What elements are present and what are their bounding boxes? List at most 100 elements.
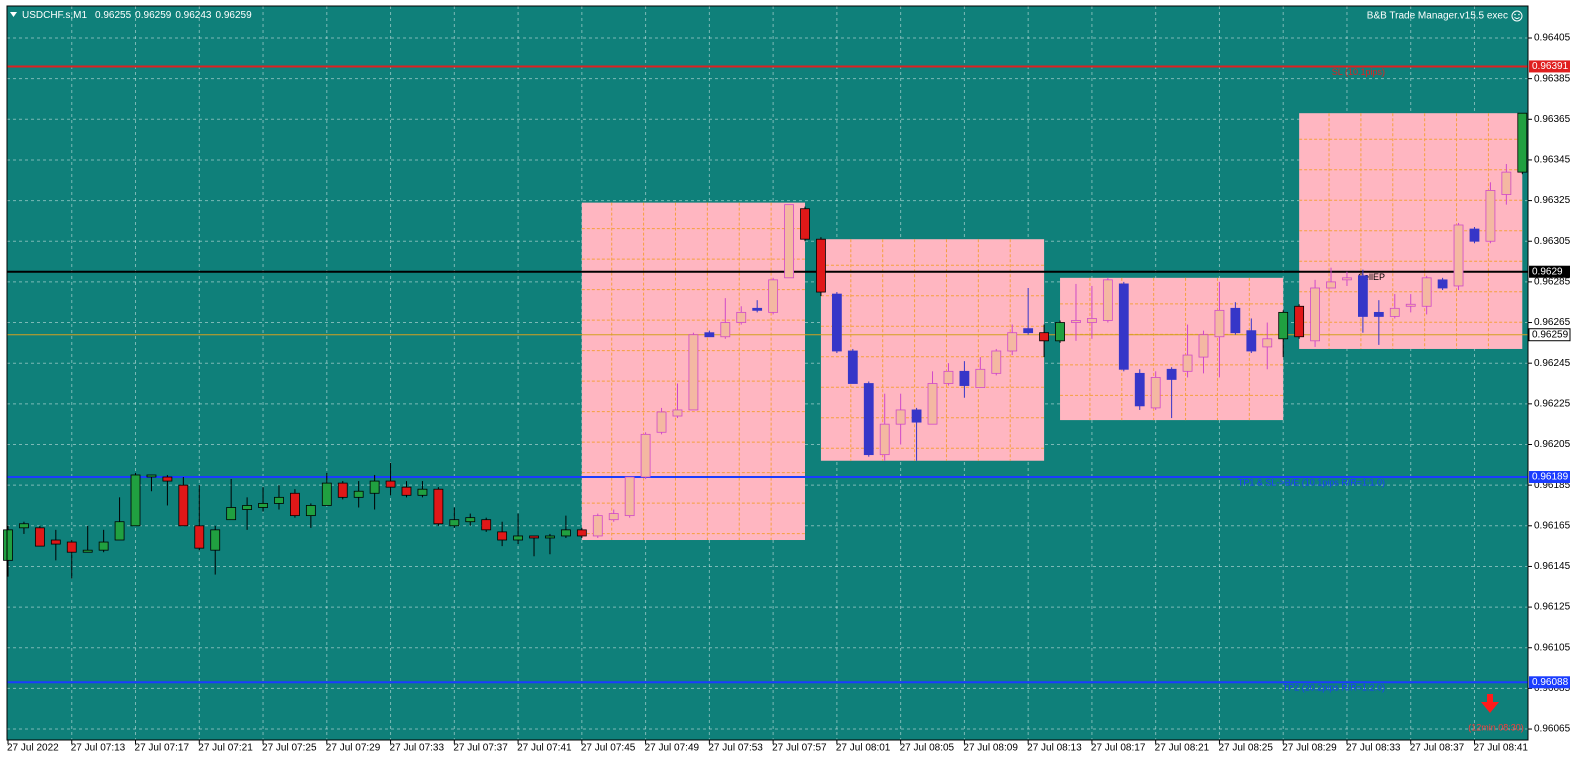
header-price: 0.96243: [175, 10, 212, 21]
candle-body: [274, 496, 284, 504]
candle-body: [321, 482, 332, 506]
x-tick-label: 27 Jul 08:09: [963, 743, 1018, 754]
x-tick-label: 27 Jul 08:13: [1027, 743, 1082, 754]
x-tick-label: 27 Jul 08:17: [1091, 743, 1146, 754]
candle-body: [1421, 277, 1432, 307]
candle-body: [178, 484, 189, 527]
candle-body: [1246, 330, 1257, 352]
x-tick-label: 27 Jul 08:01: [836, 743, 891, 754]
x-tick-label: 27 Jul 08:29: [1282, 743, 1337, 754]
candle-body: [1517, 112, 1528, 173]
symbol: USDCHF.s,M1: [22, 10, 87, 21]
candle-body: [353, 490, 364, 498]
candle-body: [720, 322, 731, 338]
candle-body: [624, 476, 635, 517]
price-tag-label: 0.96088: [1532, 677, 1569, 688]
candle-body: [1023, 328, 1034, 334]
candle-body: [1294, 305, 1305, 338]
y-tick-label: 0.96245: [1534, 358, 1571, 369]
candle-body: [1055, 322, 1065, 342]
candle-body: [608, 513, 619, 521]
y-tick-label: 0.96205: [1534, 439, 1571, 450]
candle-body: [3, 529, 13, 561]
candle-body: [1310, 287, 1320, 342]
y-tick-label: 0.96325: [1534, 195, 1571, 206]
candle-body: [258, 503, 268, 508]
x-tick-label: 27 Jul 08:33: [1346, 743, 1401, 754]
price-tag: [1529, 60, 1570, 73]
candle-body: [194, 525, 205, 549]
candle-body: [640, 433, 651, 478]
y-tick-label: 0.96365: [1534, 114, 1571, 125]
header-price: 0.96259: [215, 10, 252, 21]
candle-body: [417, 488, 428, 496]
candle-body: [19, 523, 29, 529]
levels: SL (10.1pips) SellEP TP1 & SL->B/E (10.1pi…: [7, 65, 1528, 693]
candle-body: [911, 409, 922, 423]
candle-body: [82, 549, 93, 553]
y-tick-label: 0.96305: [1534, 236, 1571, 247]
y-tick-label: 0.96185: [1534, 480, 1571, 491]
candle-body: [1405, 303, 1416, 307]
candle-body: [895, 409, 906, 425]
x-tick-label: 27 Jul 08:25: [1218, 743, 1273, 754]
y-tick-label: 0.96285: [1534, 277, 1571, 288]
candle-body: [991, 350, 1002, 374]
x-tick-label: 27 Jul 07:45: [581, 743, 636, 754]
level-label: SellEP: [1358, 272, 1385, 282]
candle-body: [752, 307, 763, 311]
candle-body: [736, 311, 747, 323]
candle-body: [1453, 224, 1464, 287]
x-tick-label: 27 Jul 08:05: [900, 743, 955, 754]
candle-body: [800, 208, 810, 240]
down-arrow: [1481, 694, 1499, 713]
candle-body: [146, 474, 157, 478]
candle-body: [545, 535, 555, 539]
level-label: TP1 & SL->B/E (10.1pips R/R=1:1.0): [1238, 477, 1385, 487]
candle-body: [1102, 279, 1113, 321]
candle-body: [1485, 190, 1496, 242]
y-tick-label: 0.96225: [1534, 398, 1571, 409]
y-tick-label: 0.96145: [1534, 561, 1571, 572]
menu-triangle: [10, 12, 17, 17]
candle-body: [1230, 307, 1241, 334]
candle-body: [1118, 283, 1129, 370]
candle-body: [784, 204, 794, 279]
y-tick-label: 0.96405: [1534, 33, 1571, 44]
candle-body: [98, 541, 109, 551]
y-tick-label: 0.96345: [1534, 155, 1571, 166]
level-label: TP2 (20.2pips R/R=1:2.0): [1283, 683, 1385, 693]
x-tick-label: 27 Jul 08:41: [1473, 743, 1528, 754]
header-price: 0.96259: [135, 10, 172, 21]
candle-body: [369, 480, 380, 494]
candle-body: [592, 515, 603, 537]
candle-body: [401, 486, 412, 496]
countdown: (12min 08:30): [1468, 722, 1524, 732]
y-tick-label: 0.96165: [1534, 520, 1571, 531]
plot-frame: [6, 5, 1529, 741]
bid-tag-label: 0.96259: [1532, 329, 1569, 340]
candle-body: [1278, 311, 1289, 340]
tool-name: B&B Trade Manager.v15.5 exec: [1367, 11, 1508, 22]
candle-body: [1358, 275, 1368, 317]
candle-body: [114, 521, 125, 541]
candle-body: [162, 476, 173, 482]
candle-body: [1437, 279, 1448, 289]
price-tag-label: 0.9629: [1532, 266, 1563, 277]
candle-body: [1214, 309, 1225, 338]
price-tag: [1529, 676, 1570, 689]
y-tick-label: 0.96085: [1534, 683, 1571, 694]
level-label: SL (10.1pips): [1332, 67, 1385, 77]
candles: [3, 112, 1528, 579]
candle-body: [305, 505, 316, 517]
candle-body: [337, 482, 348, 498]
price-tag-label: 0.96391: [1532, 61, 1569, 72]
x-tick-label: 27 Jul 2022: [7, 743, 59, 754]
candle-body: [863, 383, 874, 456]
candle-body: [1150, 377, 1161, 409]
candle-body: [1342, 277, 1352, 281]
axes: 0.96065 0.96085 0.96105 0.96125 0.96145 0.961…: [7, 33, 1571, 754]
candle-body: [688, 334, 699, 411]
candle-body: [927, 383, 938, 425]
